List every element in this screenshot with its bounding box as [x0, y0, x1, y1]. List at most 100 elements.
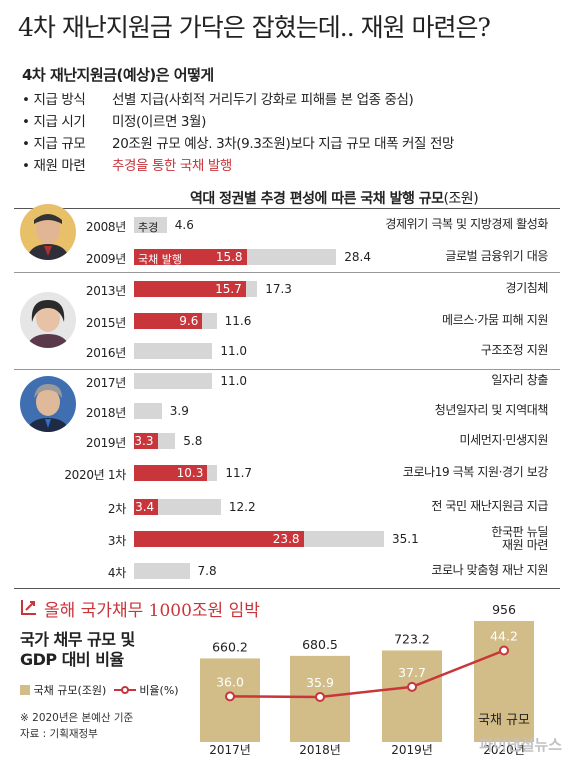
- description: 경제위기 극복 및 지방경제 활성화: [385, 217, 548, 231]
- legend-line-swatch: [113, 686, 136, 694]
- info-key: • 지급 방식: [22, 92, 86, 108]
- total-bar: [134, 403, 162, 419]
- watermark: 파이낸셜뉴스: [479, 736, 562, 754]
- ratio-value: 36.0: [216, 674, 244, 689]
- info-row: • 지급 시기 미정(이르면 3월): [22, 110, 206, 130]
- total-value: 17.3: [265, 282, 292, 296]
- footnote: ※ 2020년은 본예산 기준: [20, 712, 134, 724]
- ratio-point: [407, 681, 417, 692]
- info-key: • 지급 규모: [22, 136, 86, 152]
- info-key: • 재원 마련: [22, 158, 86, 174]
- issue-bar: [134, 281, 246, 297]
- year-label: 2016년: [85, 346, 126, 360]
- total-value: 28.4: [344, 250, 371, 264]
- debt-value: 660.2: [212, 639, 248, 654]
- total-value: 11.0: [220, 344, 248, 358]
- warning-icon: [21, 600, 36, 615]
- info-key: • 지급 시기: [22, 114, 86, 130]
- chart-title: 역대 정권별 추경 편성에 따른 국채 발행 규모(조원): [190, 188, 479, 208]
- description: 코로나19 극복 지원·경기 보강: [402, 465, 549, 479]
- debt-chart-title: 국가 채무 규모 및 GDP 대비 비율: [20, 630, 135, 669]
- total-value: 4.6: [174, 218, 194, 232]
- info-value: 선별 지급(사회적 거리두기 강화로 피해를 본 업종 중심): [112, 92, 414, 108]
- ratio-point: [315, 691, 325, 702]
- era-divider-park: [14, 369, 560, 370]
- president-portrait-moon: [20, 376, 76, 432]
- description: 일자리 창출: [491, 373, 548, 387]
- issue-value: 3.3: [134, 434, 154, 448]
- era-divider-lee: [14, 272, 560, 273]
- year-label: 2020년: [483, 743, 525, 757]
- bar-annotation: 국채 규모: [478, 713, 530, 728]
- info-row: • 지급 방식 선별 지급(사회적 거리두기 강화로 피해를 본 업종 중심): [22, 88, 414, 108]
- total-value: 12.2: [228, 500, 256, 514]
- bottom-headline: 올해 국가채무 1000조원 임박: [44, 601, 260, 621]
- total-bar: [134, 373, 213, 389]
- issue-bar: [134, 531, 304, 547]
- total-value: 3.9: [169, 404, 189, 418]
- year-label: 2017년: [209, 743, 251, 757]
- issue-bar: [134, 433, 158, 449]
- year-label: 2017년: [85, 376, 126, 390]
- issue-bar: [134, 313, 203, 329]
- ratio-point: [499, 645, 509, 656]
- info-row: • 재원 마련 추경을 통한 국채 발행: [22, 154, 232, 174]
- chart-unit: (조원): [443, 191, 479, 207]
- year-label: 2018년: [85, 406, 126, 420]
- debt-bar: [382, 650, 442, 742]
- total-value: 7.8: [197, 564, 217, 578]
- subtitle: 4차 재난지원금(예상)은 어떻게: [22, 66, 214, 84]
- debt-legend: 국채 규모(조원) 비율(%): [20, 682, 179, 698]
- year-label: 2008년: [85, 220, 126, 234]
- legend-bar-swatch: [20, 685, 30, 695]
- debt-bar: [474, 621, 534, 742]
- debt-value: 680.5: [302, 637, 338, 652]
- year-label: 2013년: [85, 284, 126, 298]
- ratio-value: 37.7: [398, 665, 426, 680]
- year-label: 2015년: [85, 316, 126, 330]
- info-value: 미정(이르면 3월): [112, 114, 206, 130]
- description: 구조조정 지원: [480, 343, 549, 357]
- issue-value: 3.4: [135, 500, 155, 514]
- ratio-value: 35.9: [306, 675, 334, 690]
- total-bar: [134, 343, 213, 359]
- info-value: 추경을 통한 국채 발행: [112, 158, 232, 174]
- debt-value: 723.2: [394, 631, 430, 646]
- issue-value: 23.8: [272, 532, 300, 546]
- description: 코로나 맞춤형 재난 지원: [431, 563, 548, 577]
- ratio-point: [225, 691, 235, 702]
- debt-chart: 660.2 2017년 680.5 2018년 723.2 2019년 956 2020년 36…: [200, 602, 534, 757]
- year-label: 2020년 1차: [64, 468, 126, 482]
- year-label: 3차: [107, 534, 126, 548]
- issue-value: 9.6: [179, 314, 199, 328]
- issue-bar: [134, 249, 247, 265]
- legend-label-issue: 국채 발행: [138, 253, 182, 266]
- year-label: 2019년: [391, 743, 433, 757]
- issue-bar: [134, 499, 159, 515]
- year-label: 2018년: [299, 743, 341, 757]
- year-label: 2차: [107, 502, 126, 516]
- issue-value: 15.8: [215, 250, 243, 264]
- info-value: 20조원 규모 예상. 3차(9.3조원)보다 지급 규모 대폭 커질 전망: [112, 136, 455, 152]
- total-bar: [134, 563, 190, 579]
- ratio-value: 44.2: [490, 628, 518, 643]
- legend-bar-label: 국채 규모(조원): [33, 684, 107, 697]
- description: 청년일자리 및 지역대책: [434, 403, 549, 417]
- year-label: 2019년: [85, 436, 126, 450]
- legend-label-total: 추경: [138, 221, 159, 234]
- ratio-line: [229, 649, 505, 699]
- total-value: 11.7: [225, 466, 253, 480]
- source: 자료 : 기획재정부: [20, 728, 98, 740]
- issue-value: 10.3: [176, 466, 204, 480]
- president-portrait-lee: [20, 204, 76, 260]
- total-value: 11.0: [220, 374, 248, 388]
- president-portrait-park: [20, 292, 76, 348]
- description: 글로벌 금융위기 대응: [445, 249, 548, 263]
- debt-value: 956: [492, 602, 516, 617]
- description: 경기침체: [505, 281, 548, 295]
- total-value: 11.6: [224, 314, 252, 328]
- total-bar: [134, 217, 167, 233]
- year-label: 2009년: [85, 252, 126, 266]
- section-divider-bottom: [14, 588, 560, 589]
- section-divider: [14, 208, 560, 209]
